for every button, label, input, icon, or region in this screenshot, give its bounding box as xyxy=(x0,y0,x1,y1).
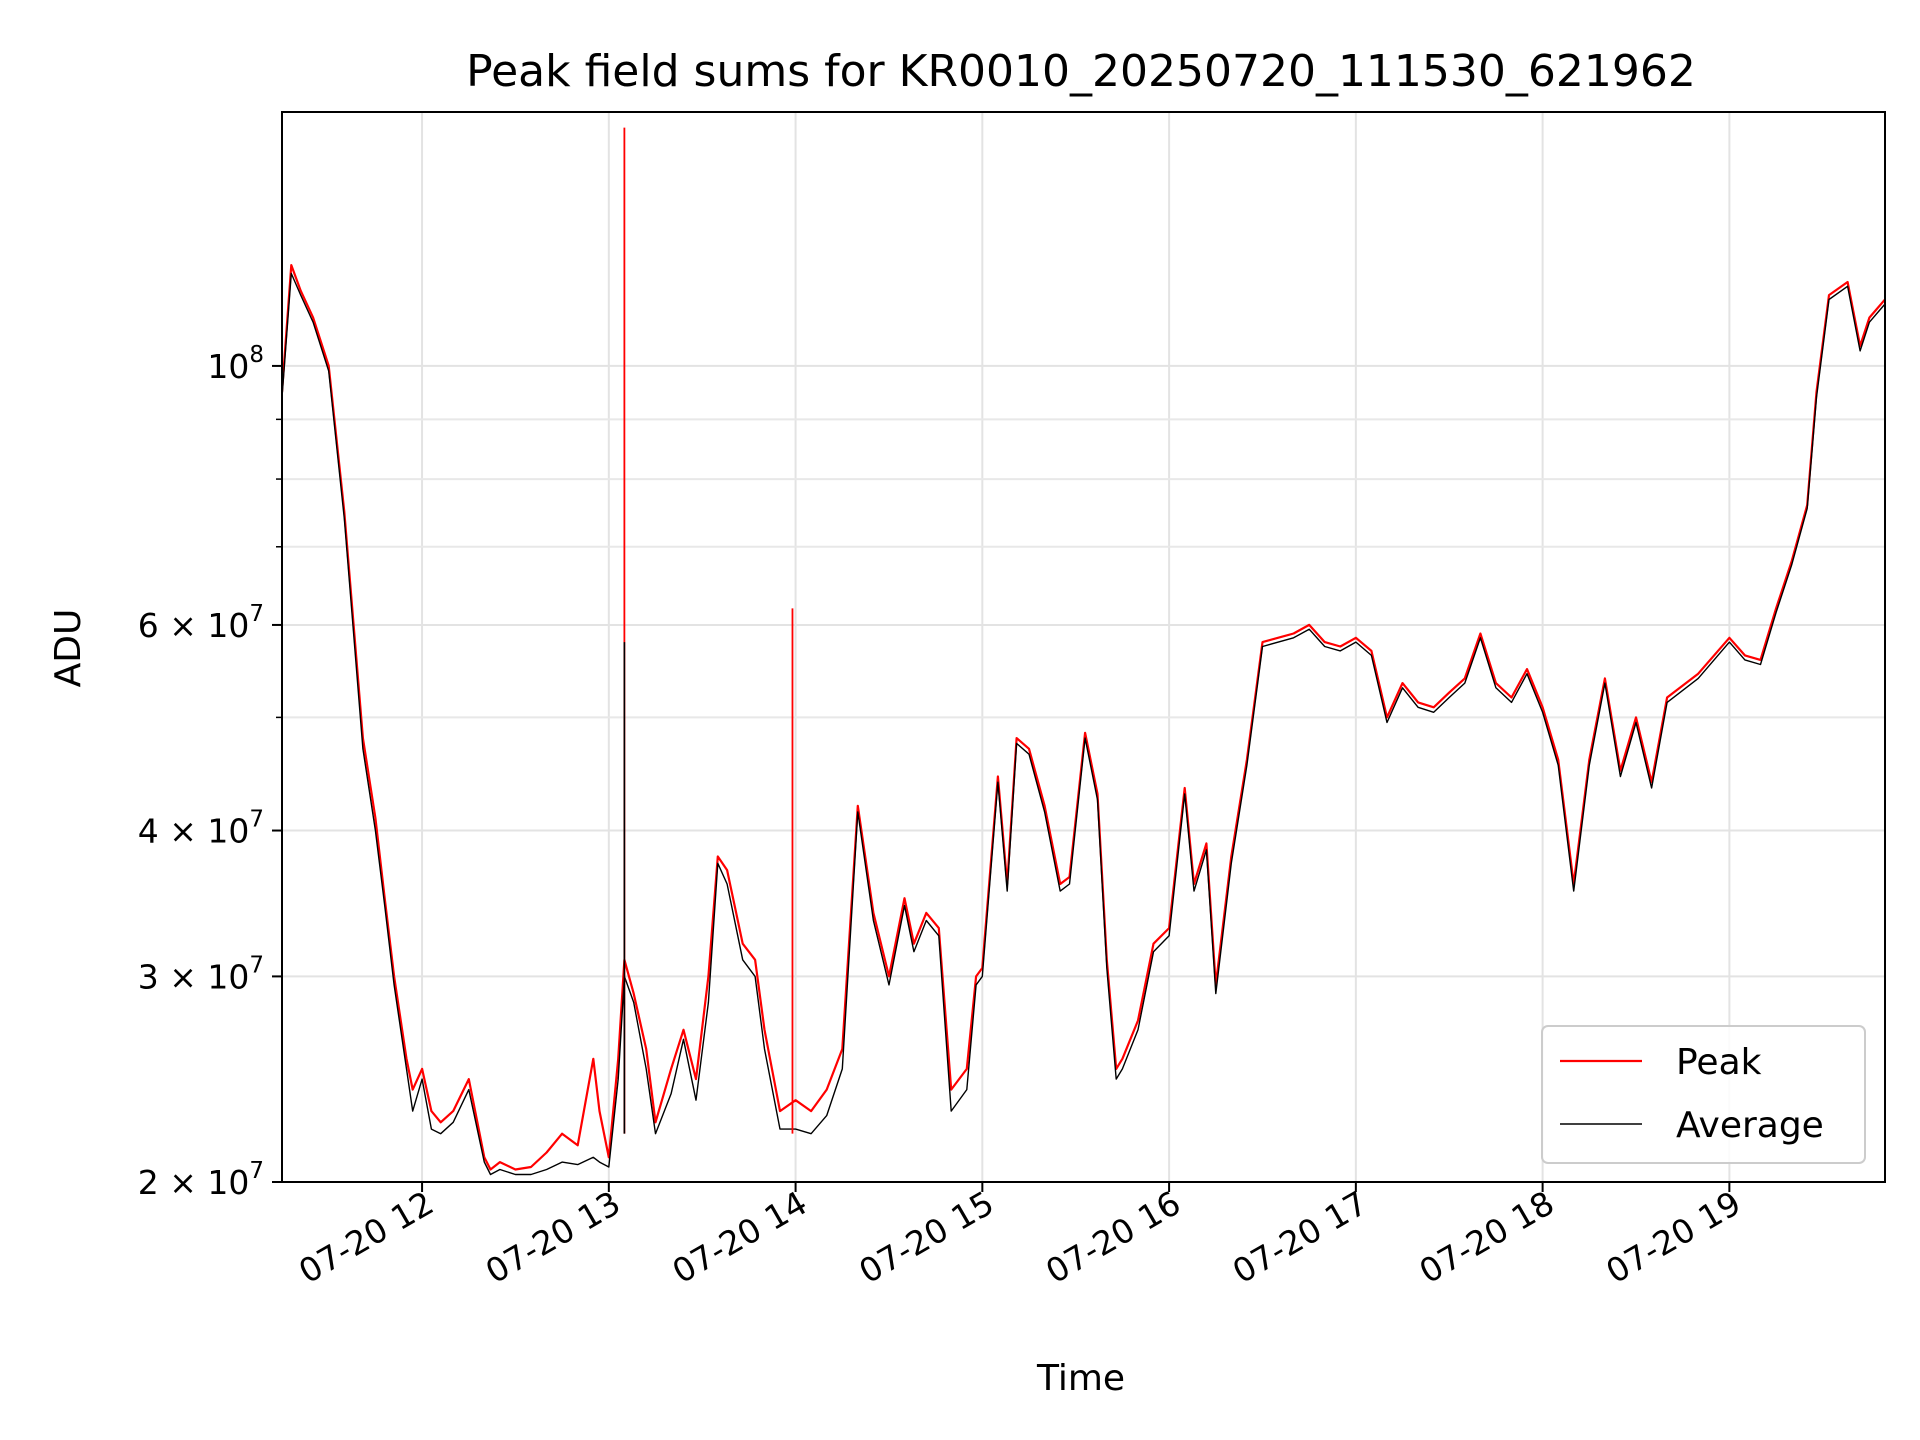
y-tick-exponent: 7 xyxy=(249,601,264,627)
y-tick-exponent: 7 xyxy=(249,807,264,833)
y-tick-label: 2 × 107 xyxy=(138,1158,264,1202)
x-axis-label: Time xyxy=(1036,1358,1125,1399)
legend-label-peak: Peak xyxy=(1676,1042,1762,1083)
chart-title: Peak field sums for KR0010_20250720_1115… xyxy=(466,46,1696,97)
series-lines xyxy=(282,127,1885,1176)
y-tick-exponent: 8 xyxy=(249,342,264,368)
series-line-average xyxy=(282,272,1885,1176)
series-line-peak xyxy=(282,264,1885,1171)
plot-frame xyxy=(281,111,1886,1183)
y-tick-exponent: 7 xyxy=(249,1158,264,1184)
legend-label-average: Average xyxy=(1676,1105,1824,1146)
y-tick-label: 3 × 107 xyxy=(138,952,264,996)
y-axis-label: ADU xyxy=(48,609,89,688)
plot-area xyxy=(282,112,1885,1182)
y-tick-label: 4 × 107 xyxy=(138,807,264,851)
y-tick-label: 6 × 107 xyxy=(138,601,264,645)
y-tick-exponent: 7 xyxy=(249,952,264,978)
legend: Peak Average xyxy=(1541,1025,1866,1164)
